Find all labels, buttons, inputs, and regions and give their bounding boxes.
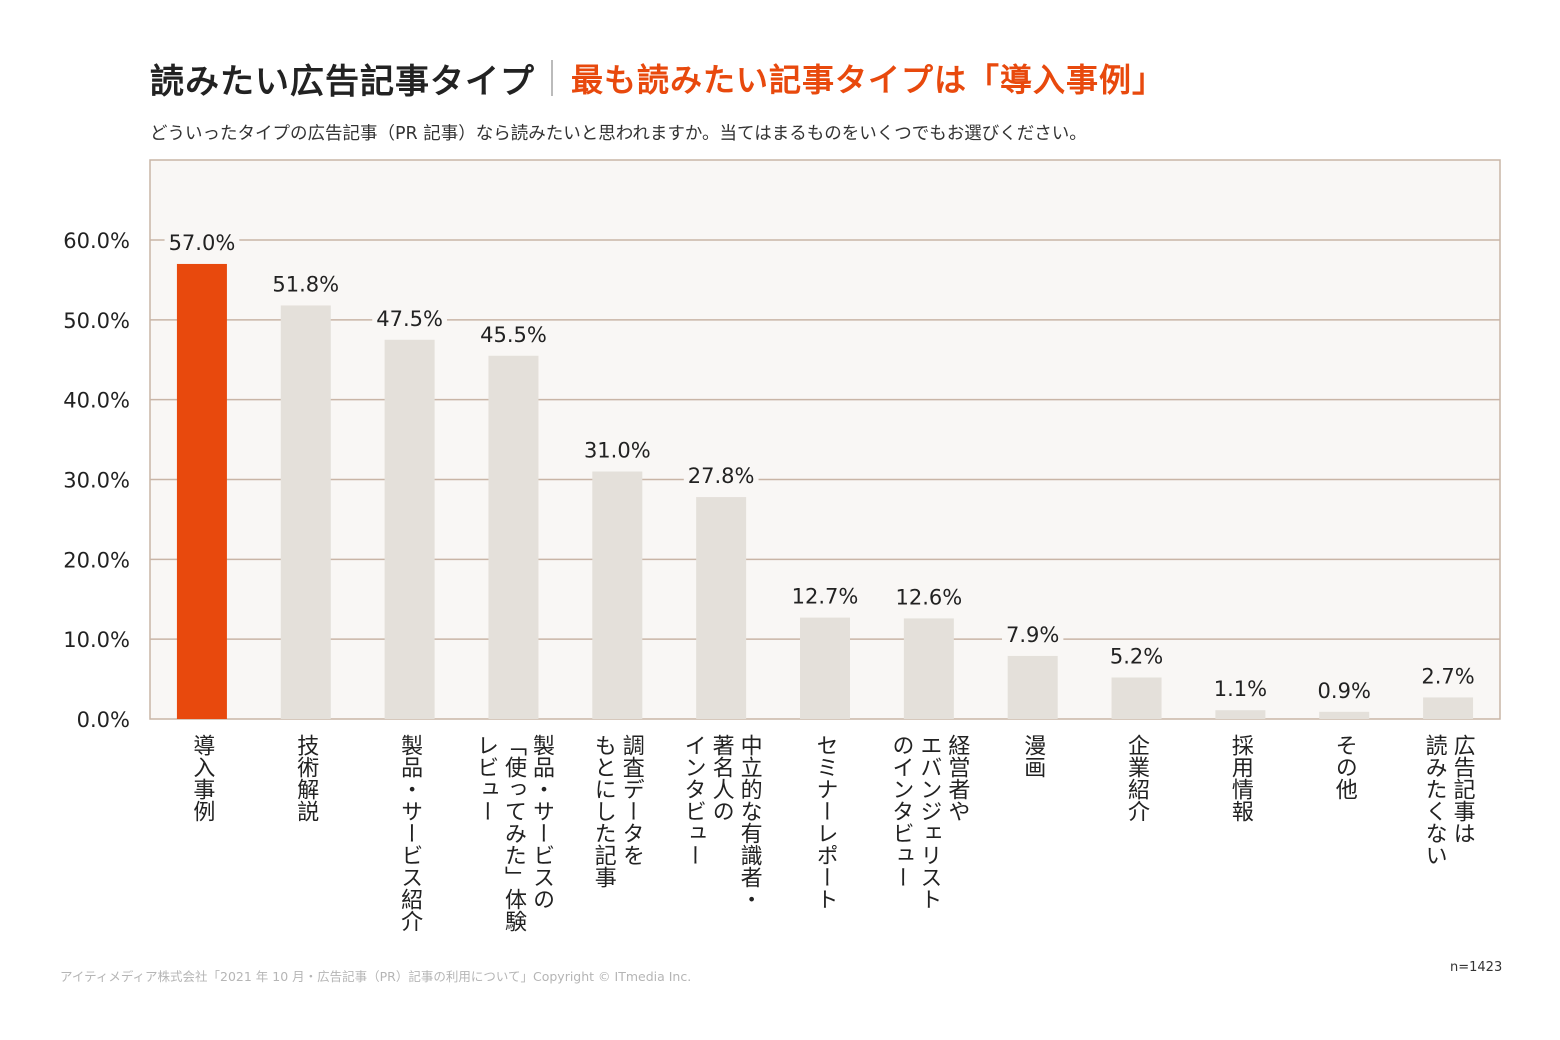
- category-label-line: 導入事例: [189, 734, 215, 822]
- category-label-line: もとにした記事: [591, 734, 617, 888]
- data-label: 7.9%: [1006, 623, 1059, 647]
- y-tick-label: 60.0%: [63, 229, 130, 253]
- category-label: 製品・サービス紹介: [397, 734, 423, 932]
- bar: [384, 339, 435, 719]
- data-label-halo: [787, 584, 863, 609]
- bar: [1215, 710, 1266, 719]
- data-label-halo: [1417, 664, 1479, 689]
- chart-title: 読みたい広告記事タイプ: [150, 61, 535, 102]
- category-label: 企業紹介: [1124, 734, 1150, 822]
- data-label: 12.7%: [792, 585, 859, 609]
- bar: [488, 355, 539, 719]
- data-label-halo: [476, 322, 551, 347]
- y-tick-label: 50.0%: [63, 309, 130, 333]
- data-label: 47.5%: [376, 307, 443, 331]
- data-label: 5.2%: [1110, 644, 1163, 668]
- category-label-line: 採用情報: [1228, 734, 1254, 822]
- data-label: 12.6%: [895, 585, 962, 609]
- category-label-line: セミナーレポート: [813, 734, 838, 910]
- data-label-halo: [1002, 622, 1064, 647]
- category-label: 採用情報: [1228, 734, 1254, 822]
- data-label: 1.1%: [1214, 677, 1267, 701]
- category-label: その他: [1332, 734, 1358, 800]
- category-label: 漫画: [1020, 734, 1046, 778]
- data-label-halo: [268, 272, 344, 297]
- data-label-halo: [891, 585, 967, 610]
- data-label-halo: [1209, 677, 1272, 702]
- category-label-line: 広告記事は: [1450, 734, 1476, 844]
- data-label: 51.8%: [272, 272, 339, 296]
- category-label-line: 経営者や: [944, 734, 970, 822]
- bar: [1007, 655, 1058, 719]
- data-label: 45.5%: [480, 323, 547, 347]
- category-label-line: 著名人の: [709, 734, 735, 822]
- category-label-line: 製品・サービス紹介: [397, 734, 423, 932]
- category-label-line: 漫画: [1020, 734, 1046, 778]
- category-label: 技術解説: [293, 734, 319, 822]
- category-label-line: エバンジェリスト: [916, 734, 941, 910]
- data-label-halo: [1313, 678, 1375, 703]
- bar: [696, 497, 747, 719]
- category-label-line: 読みたくない: [1422, 734, 1448, 866]
- y-tick-label: 0.0%: [77, 708, 130, 732]
- data-label-halo: [164, 230, 240, 255]
- data-label: 57.0%: [169, 231, 236, 255]
- source-credit: アイティメディア株式会社「2021 年 10 月・広告記事（PR）記事の利用につ…: [60, 969, 692, 984]
- category-label-line: インタビュー: [681, 734, 706, 866]
- data-label-halo: [683, 464, 759, 489]
- category-label-line: 技術解説: [293, 734, 319, 822]
- category-label-line: 企業紹介: [1124, 734, 1150, 822]
- category-label-line: 中立的な有識者・: [737, 734, 763, 910]
- category-label-line: 「使ってみた」体験: [501, 734, 527, 932]
- category-label: セミナーレポート: [813, 734, 838, 910]
- bar: [1319, 711, 1370, 719]
- category-label-line: 製品・サービスの: [529, 734, 555, 910]
- title-separator: [551, 60, 553, 96]
- category-label-line: その他: [1332, 734, 1358, 800]
- y-tick-label: 20.0%: [63, 548, 130, 572]
- data-label-halo: [372, 306, 447, 331]
- data-label: 27.8%: [688, 464, 755, 488]
- y-tick-label: 30.0%: [63, 469, 130, 493]
- bar: [1423, 697, 1474, 719]
- y-tick-label: 10.0%: [63, 628, 130, 652]
- category-label: 導入事例: [189, 734, 215, 822]
- bar: [280, 305, 331, 719]
- data-label-halo: [1105, 644, 1168, 669]
- title-row: 読みたい広告記事タイプ 最も読みたい記事タイプは「導入事例」: [150, 52, 1165, 104]
- data-label-halo: [579, 438, 655, 463]
- bar: [1111, 677, 1162, 719]
- category-label-line: 調査データを: [619, 734, 645, 866]
- data-label: 2.7%: [1421, 664, 1474, 688]
- category-label-line: のインタビュー: [888, 734, 913, 888]
- bar: [176, 263, 227, 719]
- chart-subtitle: 最も読みたい記事タイプは「導入事例」: [571, 61, 1166, 99]
- survey-question: どういったタイプの広告記事（PR 記事）なら読みたいと思われますか。当てはまるも…: [150, 124, 1087, 144]
- sample-size: n=1423: [1450, 960, 1503, 975]
- data-label: 0.9%: [1318, 679, 1371, 703]
- data-label: 31.0%: [584, 439, 651, 463]
- bar: [592, 471, 643, 719]
- y-tick-label: 40.0%: [63, 389, 130, 413]
- category-label-line: レビュー: [473, 734, 498, 822]
- bar: [903, 618, 954, 719]
- bar: [800, 617, 850, 719]
